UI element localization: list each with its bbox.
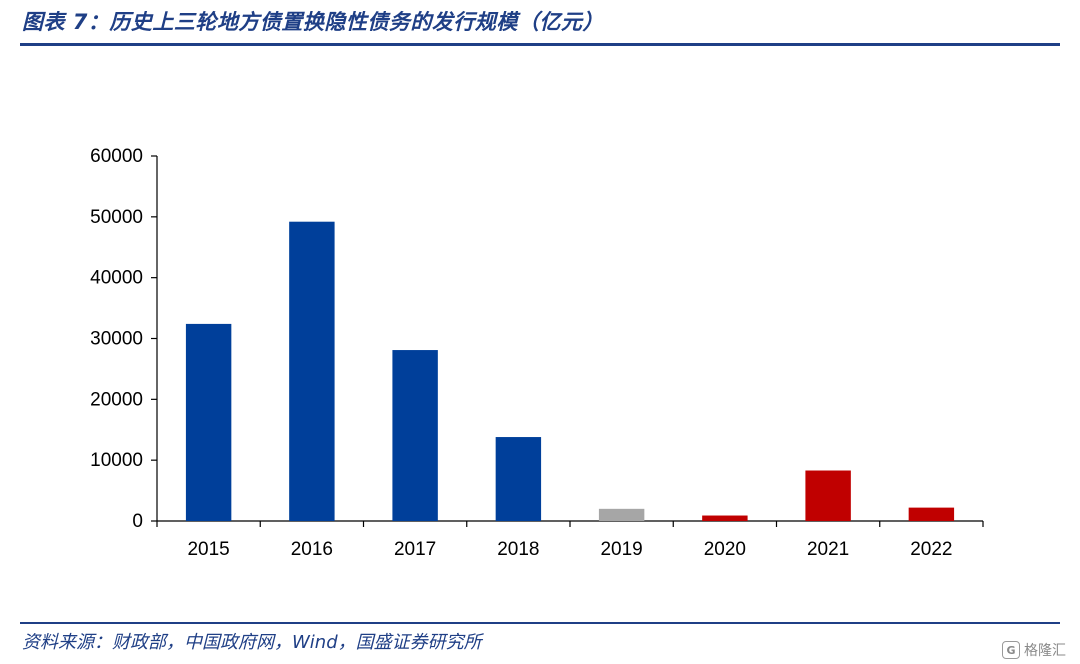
y-tick-label: 20000 (90, 389, 143, 410)
watermark: G 格隆汇 (1002, 640, 1066, 660)
x-tick-label: 2015 (187, 539, 229, 560)
y-tick-label: 60000 (90, 146, 143, 167)
x-tick-label: 2018 (497, 539, 539, 560)
footer-rule (20, 622, 1060, 624)
bar-2020 (702, 515, 748, 521)
bar-2022 (908, 507, 955, 521)
y-axis: 0 10000 20000 30000 40000 50000 60000 (90, 146, 158, 532)
bar-2015 (185, 323, 232, 521)
y-tick-label: 30000 (90, 329, 143, 350)
x-tick-label: 2016 (291, 539, 333, 560)
bar-2019 (598, 508, 645, 521)
bars-group (185, 221, 955, 521)
bar-2016 (289, 221, 335, 521)
x-axis: 2015 2016 2017 2018 2019 2020 2021 2022 (156, 520, 984, 560)
y-tick-label: 0 (132, 511, 143, 532)
bar-2018 (495, 437, 542, 521)
x-tick-label: 2020 (704, 539, 746, 560)
x-tick-label: 2022 (910, 539, 952, 560)
y-tick-label: 40000 (90, 268, 143, 289)
bar-2017 (392, 350, 438, 521)
watermark-text: 格隆汇 (1024, 643, 1066, 659)
x-tick-label: 2021 (807, 539, 849, 560)
chart-title: 图表 7：历史上三轮地方债置换隐性债务的发行规模（亿元） (22, 10, 604, 34)
y-tick-label: 50000 (90, 207, 143, 228)
header-rule (20, 43, 1060, 46)
y-tick-label: 10000 (90, 450, 143, 471)
x-tick-label: 2017 (394, 539, 436, 560)
watermark-logo-icon: G (1002, 641, 1020, 659)
bar-2021 (805, 470, 851, 521)
source-note: 资料来源：财政部，中国政府网，Wind，国盛证券研究所 (22, 632, 482, 653)
x-tick-label: 2019 (600, 539, 642, 560)
